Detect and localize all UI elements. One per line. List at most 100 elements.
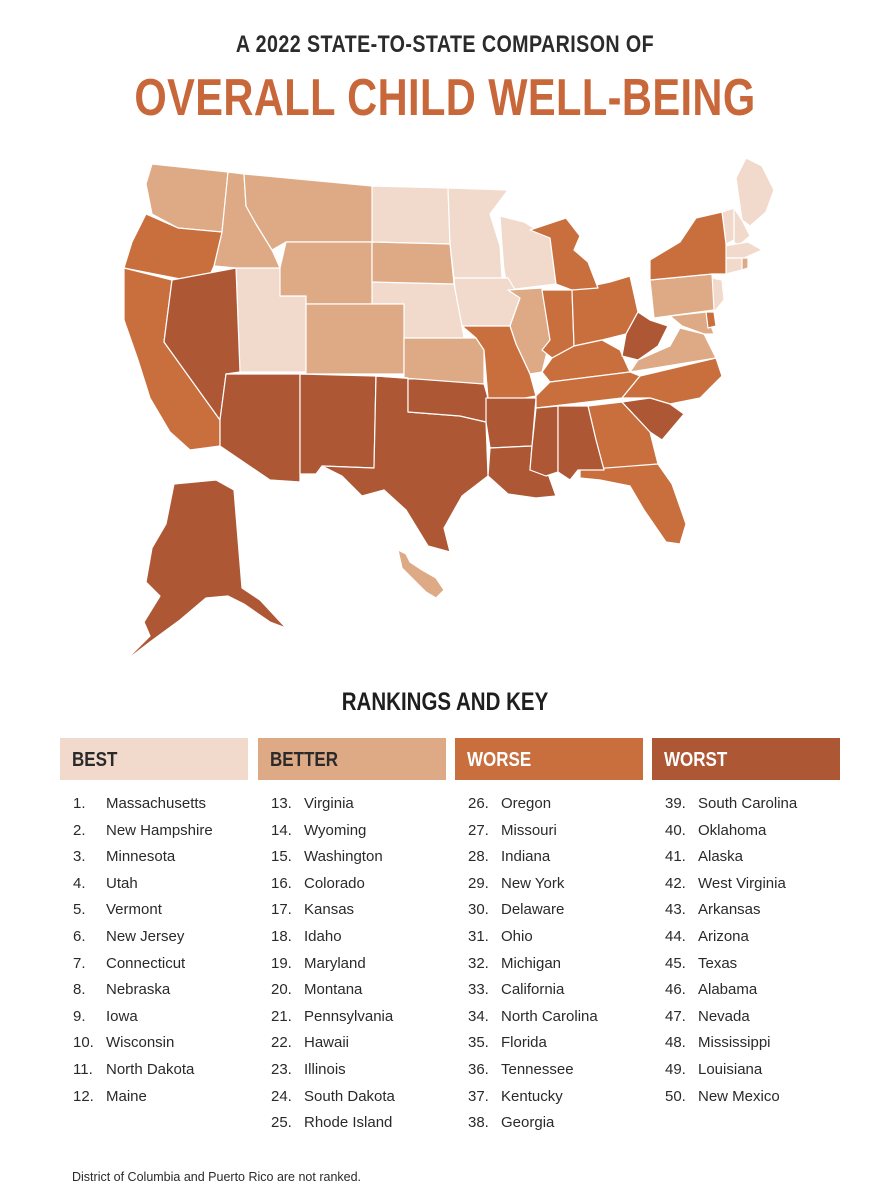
- state-name: Kentucky: [501, 1087, 563, 1105]
- state-name: Nevada: [698, 1007, 750, 1025]
- rank-number: 19.: [271, 954, 292, 972]
- state-name: Idaho: [304, 927, 342, 945]
- ranking-item: 22. Hawaii: [258, 1030, 446, 1057]
- tier-column-worse: WORSE 26. Oregon 27. Missouri 28. Indiana 29. N…: [455, 738, 643, 1137]
- state-name: Rhode Island: [304, 1114, 393, 1132]
- state-name: Washington: [304, 848, 383, 866]
- state-name: North Carolina: [501, 1007, 598, 1025]
- state-new-mexico: [299, 373, 377, 475]
- state-arkansas: [485, 397, 537, 449]
- ranking-item: 42. West Virginia: [652, 871, 840, 898]
- tier-header-worse: WORSE: [455, 738, 643, 780]
- state-name: Vermont: [106, 901, 162, 919]
- state-name: Montana: [304, 981, 363, 999]
- state-iowa: [453, 277, 521, 327]
- ranking-item: 49. Louisiana: [652, 1057, 840, 1084]
- rank-number: 20.: [271, 981, 292, 999]
- ranking-item: 23. Illinois: [258, 1057, 446, 1084]
- ranking-item: 24. South Dakota: [258, 1084, 446, 1111]
- rank-number: 45.: [665, 954, 686, 972]
- state-name: Ohio: [501, 927, 533, 945]
- state-south-dakota: [371, 241, 455, 285]
- state-name: California: [501, 981, 565, 999]
- state-name: Connecticut: [106, 954, 186, 972]
- ranking-item: 27. Missouri: [455, 818, 643, 845]
- ranking-item: 19. Maryland: [258, 951, 446, 978]
- state-alaska: [123, 479, 287, 663]
- state-name: New Mexico: [698, 1087, 780, 1105]
- ranking-item: 38. Georgia: [455, 1110, 643, 1137]
- rank-number: 37.: [468, 1087, 489, 1105]
- ranking-item: 44. Arizona: [652, 924, 840, 951]
- state-name: New Hampshire: [106, 821, 213, 839]
- rank-number: 18.: [271, 927, 292, 945]
- state-name: Arkansas: [698, 901, 761, 919]
- title-block: A 2022 STATE-TO-STATE COMPARISON OF OVER…: [0, 28, 890, 130]
- rank-number: 4.: [73, 874, 86, 892]
- state-name: Michigan: [501, 954, 562, 972]
- ranking-item: 35. Florida: [455, 1030, 643, 1057]
- ranking-item: 18. Idaho: [258, 924, 446, 951]
- rank-number: 3.: [73, 848, 86, 866]
- ranking-item: 34. North Carolina: [455, 1004, 643, 1031]
- rank-number: 34.: [468, 1007, 489, 1025]
- state-name: Minnesota: [106, 848, 176, 866]
- ranking-item: 5. Vermont: [60, 897, 248, 924]
- state-massachusetts: [723, 241, 763, 259]
- ranking-item: 32. Michigan: [455, 951, 643, 978]
- ranking-item: 20. Montana: [258, 977, 446, 1004]
- state-name: Florida: [501, 1034, 547, 1052]
- rank-number: 1.: [73, 795, 86, 812]
- state-name: Pennsylvania: [304, 1007, 394, 1025]
- ranking-item: 28. Indiana: [455, 844, 643, 871]
- rank-number: 48.: [665, 1034, 686, 1052]
- state-name: Iowa: [106, 1007, 138, 1025]
- rank-number: 11.: [73, 1060, 93, 1078]
- tier-header-best: BEST: [60, 738, 248, 780]
- state-montana: [243, 173, 373, 251]
- rank-number: 16.: [271, 874, 292, 892]
- rank-number: 47.: [665, 1007, 686, 1025]
- state-north-dakota: [371, 185, 451, 245]
- state-name: Colorado: [304, 874, 365, 892]
- page-subtitle: A 2022 STATE-TO-STATE COMPARISON OF: [235, 31, 655, 58]
- ranking-item: 7. Connecticut: [60, 951, 248, 978]
- tier-column-better: BETTER 13. Virginia 14. Wyoming 15. Washingto…: [258, 738, 446, 1137]
- state-minnesota: [447, 187, 509, 279]
- state-name: Mississippi: [698, 1034, 771, 1052]
- state-name: Illinois: [304, 1060, 346, 1078]
- ranking-item: 33. California: [455, 977, 643, 1004]
- ranking-list: 1. Massachusetts 2. New Hampshire 3. Minnesot…: [60, 791, 248, 1110]
- rank-number: 40.: [665, 821, 686, 839]
- state-name: Georgia: [501, 1114, 555, 1132]
- ranking-list: 26. Oregon 27. Missouri 28. Indiana 29. New Yor…: [455, 791, 643, 1137]
- state-name: Maryland: [304, 954, 366, 972]
- rank-number: 21.: [271, 1007, 292, 1025]
- rank-number: 14.: [271, 821, 292, 839]
- state-oklahoma: [375, 375, 489, 423]
- ranking-item: 3. Minnesota: [60, 844, 248, 871]
- state-new-york: [649, 211, 727, 281]
- rank-number: 28.: [468, 848, 489, 866]
- footnote: District of Columbia and Puerto Rico are…: [72, 1170, 362, 1184]
- ranking-item: 16. Colorado: [258, 871, 446, 898]
- state-colorado: [305, 303, 405, 375]
- rank-number: 5.: [73, 901, 86, 919]
- ranking-item: 45. Texas: [652, 951, 840, 978]
- state-new-hampshire: [733, 207, 751, 247]
- ranking-item: 11. North Dakota: [60, 1057, 248, 1084]
- state-name: New Jersey: [106, 927, 185, 945]
- state-name: Arizona: [698, 927, 749, 945]
- state-name: Massachusetts: [106, 795, 207, 812]
- ranking-item: 36. Tennessee: [455, 1057, 643, 1084]
- rank-number: 33.: [468, 981, 489, 999]
- ranking-item: 39. South Carolina: [652, 791, 840, 818]
- tier-header-worst: WORST: [652, 738, 840, 780]
- ranking-item: 21. Pennsylvania: [258, 1004, 446, 1031]
- state-name: South Carolina: [698, 795, 798, 812]
- rank-number: 31.: [468, 927, 489, 945]
- ranking-item: 15. Washington: [258, 844, 446, 871]
- ranking-item: 41. Alaska: [652, 844, 840, 871]
- ranking-item: 43. Arkansas: [652, 897, 840, 924]
- ranking-item: 50. New Mexico: [652, 1084, 840, 1111]
